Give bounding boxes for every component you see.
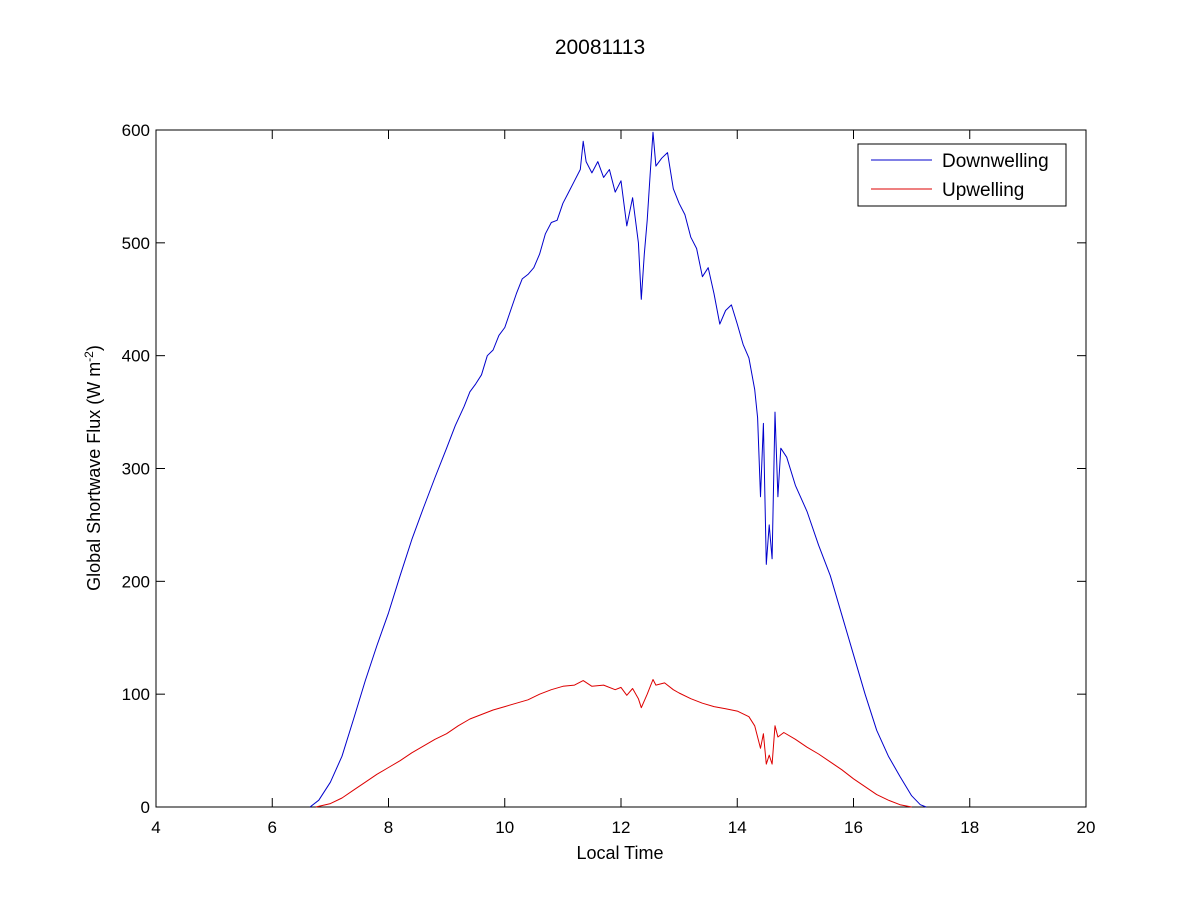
legend-label-upwelling: Upwelling <box>942 180 1024 201</box>
legend-label-downwelling: Downwelling <box>942 151 1049 172</box>
chart-title: 20081113 <box>555 36 645 59</box>
x-tick-label: 6 <box>268 818 277 837</box>
y-tick-label: 600 <box>122 121 150 140</box>
x-tick-label: 14 <box>728 818 747 837</box>
y-tick-label: 200 <box>122 572 150 591</box>
axes-frame <box>155 129 1087 808</box>
plot-area <box>155 129 1087 808</box>
y-axis-label: Global Shortwave Flux (W m-2) <box>82 345 104 591</box>
x-tick-label: 8 <box>384 818 393 837</box>
y-tick-label: 300 <box>122 460 150 479</box>
x-tick-label: 4 <box>151 818 160 837</box>
y-axis-label-close: ) <box>84 345 104 351</box>
y-axis-ticks: 0 100 200 300 400 500 600 <box>122 121 1086 817</box>
series-layer <box>309 131 927 808</box>
y-tick-label: 500 <box>122 234 150 253</box>
series-line-upwelling <box>315 679 912 808</box>
y-axis-label-superscript: -2 <box>82 351 96 362</box>
x-tick-label: 10 <box>495 818 514 837</box>
x-tick-label: 20 <box>1077 818 1096 837</box>
y-tick-label: 400 <box>122 347 150 366</box>
legend-box <box>857 143 1067 207</box>
x-tick-label: 12 <box>612 818 631 837</box>
x-tick-label: 16 <box>844 818 863 837</box>
legend: Downwelling Upwelling <box>857 143 1067 207</box>
x-axis-ticks: 4 6 8 10 12 14 16 18 20 <box>151 130 1095 837</box>
series-line-downwelling <box>309 131 927 808</box>
y-axis-label-main: Global Shortwave Flux (W m <box>84 362 104 591</box>
y-tick-label: 100 <box>122 685 150 704</box>
x-tick-label: 18 <box>960 818 979 837</box>
x-axis-label: Local Time <box>576 843 663 863</box>
y-tick-label: 0 <box>141 798 150 817</box>
